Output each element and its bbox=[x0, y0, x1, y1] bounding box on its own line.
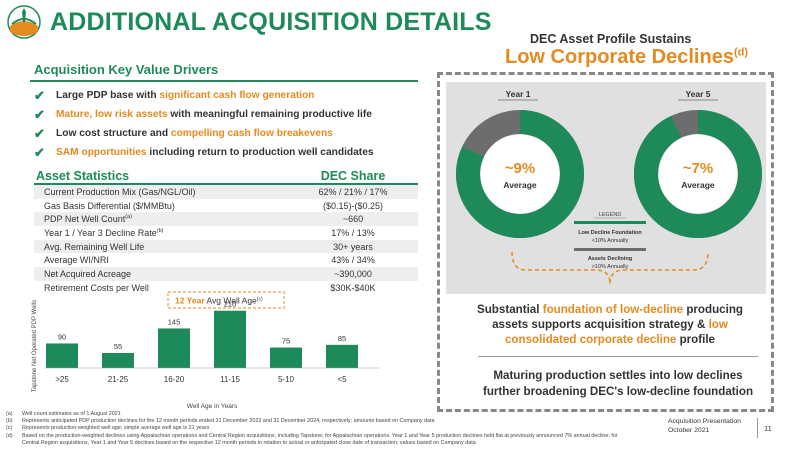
table-row: PDP Net Well Count(a) ~660 bbox=[34, 212, 418, 227]
driver-item: ✔ SAM opportunities including return to … bbox=[34, 143, 434, 162]
maturing-production-note: Maturing production settles into low dec… bbox=[482, 369, 754, 398]
decline-title: Low Corporate Declines(d) bbox=[505, 46, 748, 68]
bar-4 bbox=[270, 347, 302, 368]
table-row: Average WI/NRI 43% / 34% bbox=[44, 255, 375, 266]
year5-value: ~7% bbox=[683, 160, 713, 177]
bar-value-label: 85 bbox=[338, 334, 346, 343]
category-label: 11-15 bbox=[220, 375, 240, 384]
donut-hole bbox=[480, 134, 560, 214]
footer-separator bbox=[757, 418, 758, 438]
bar-value-label: 55 bbox=[114, 342, 122, 351]
footnote: (b) Represents anticipated PDP production… bbox=[6, 418, 435, 425]
donut-hole bbox=[658, 134, 738, 214]
bar-value-label: 90 bbox=[58, 332, 66, 341]
category-label: <5 bbox=[337, 375, 347, 384]
bar-value-label: 210 bbox=[224, 300, 237, 309]
decline-summary: Substantial foundation of low-decline pr… bbox=[476, 303, 744, 346]
table-row: Gas Basis Differential ($/MMBtu) ($0.15)-… bbox=[44, 200, 384, 211]
decline-subtitle: DEC Asset Profile Sustains bbox=[530, 32, 692, 46]
bar-1 bbox=[102, 353, 134, 368]
category-label: 16-20 bbox=[164, 375, 185, 384]
legend-swatch-low-decline bbox=[574, 221, 646, 224]
page-number: 11 bbox=[764, 424, 772, 433]
driver-text: Low cost structure and compelling cash f… bbox=[56, 128, 333, 139]
category-label: >25 bbox=[55, 375, 69, 384]
driver-item: ✔ Low cost structure and compelling cash… bbox=[34, 124, 434, 143]
legend-swatch-declining bbox=[574, 248, 646, 251]
table-row: Retirement Costs per Well $30K-$40K bbox=[44, 282, 376, 293]
checkmark-icon: ✔ bbox=[34, 106, 45, 122]
category-label: 5-10 bbox=[278, 375, 295, 384]
footnote: (d) Based on the production-weighted decl… bbox=[6, 432, 618, 446]
table-row: Net Acquired Acreage ~390,000 bbox=[34, 267, 418, 281]
year5-donut bbox=[634, 110, 762, 238]
year1-donut bbox=[456, 110, 584, 238]
bar-2 bbox=[158, 328, 190, 368]
well-age-bar-chart: Tapstone Net Operated PDP Wells 12 Year … bbox=[32, 291, 380, 410]
low-decline-segment bbox=[456, 110, 584, 238]
category-label: 21-25 bbox=[108, 375, 129, 384]
y-axis-label: Tapstone Net Operated PDP Wells bbox=[32, 300, 38, 392]
year1-label: Year 1 bbox=[505, 89, 530, 99]
checkmark-icon: ✔ bbox=[34, 125, 45, 141]
footnotes: (a) Well count estimates as of 1 August 2… bbox=[6, 411, 636, 447]
driver-text: Large PDP base with significant cash flo… bbox=[56, 90, 315, 101]
orange-bracket bbox=[511, 251, 709, 285]
page-title: ADDITIONAL ACQUISITION DETAILS bbox=[50, 8, 492, 36]
bar-5 bbox=[326, 344, 358, 368]
checkmark-icon: ✔ bbox=[34, 87, 45, 103]
year1-value: ~9% bbox=[505, 160, 535, 177]
table-row: Current Production Mix (Gas/NGL/Oil) 62% … bbox=[34, 185, 418, 199]
x-axis-label: Well Age in Years bbox=[187, 403, 238, 410]
legend-low-label: Low Decline Foundation bbox=[578, 230, 642, 236]
bar-group: 90 >25 55 21-25 145 16-20 210 11-15 75 5-10 85 <5 bbox=[46, 300, 358, 384]
footer-presentation-info: Acquisition Presentation October 2021 bbox=[668, 418, 741, 434]
annotation-box bbox=[167, 291, 285, 309]
driver-item: ✔ Large PDP base with significant cash f… bbox=[34, 86, 434, 105]
table-body: Current Production Mix (Gas/NGL/Oil) 62% … bbox=[34, 185, 418, 295]
checkmark-icon: ✔ bbox=[34, 144, 45, 160]
year5-caption: Average bbox=[681, 180, 715, 190]
decline-panel bbox=[437, 72, 774, 412]
summary-divider bbox=[478, 356, 758, 357]
legend-title: LEGEND bbox=[599, 212, 622, 218]
bar-3 bbox=[214, 310, 246, 368]
table-header: Asset Statistics DEC Share bbox=[34, 165, 418, 185]
share-heading: DEC Share bbox=[320, 169, 386, 183]
stats-heading: Asset Statistics bbox=[36, 169, 130, 183]
footnote: (a) Well count estimates as of 1 August 2… bbox=[6, 411, 121, 417]
key-drivers-list: ✔ Large PDP base with significant cash f… bbox=[34, 86, 434, 162]
company-logo bbox=[7, 5, 41, 39]
table-row: Year 1 / Year 3 Decline Rate(b) 17% / 13% bbox=[44, 227, 375, 238]
bar-0 bbox=[46, 343, 78, 368]
year5-label: Year 5 bbox=[685, 89, 710, 99]
driver-text: Mature, low risk assets with meaningful … bbox=[56, 109, 372, 120]
bar-value-label: 145 bbox=[168, 317, 181, 326]
heading-rule bbox=[30, 80, 418, 82]
driver-text: SAM opportunities including return to pr… bbox=[56, 147, 374, 158]
legend-declining-sub: >10% Annually bbox=[592, 264, 629, 270]
legend-low-sub: <10% Annually bbox=[592, 238, 629, 244]
avg-well-age-annotation: 12 Year Avg Well Age(c) bbox=[175, 296, 263, 306]
asset-statistics-table: Asset Statistics DEC Share Current Produ… bbox=[34, 165, 418, 295]
legend-declining-label: Assets Declining bbox=[588, 256, 632, 262]
decline-donut-charts: Year 1 Year 5 ~9% Average ~7% Average LE… bbox=[456, 89, 762, 285]
footnote: (c) Represents production-weighted well a… bbox=[6, 425, 210, 432]
key-drivers-heading: Acquisition Key Value Drivers bbox=[34, 62, 219, 77]
year1-caption: Average bbox=[503, 180, 537, 190]
table-row: Avg. Remaining Well Life 30+ years bbox=[34, 239, 418, 254]
bar-value-label: 75 bbox=[282, 337, 290, 346]
driver-item: ✔ Mature, low risk assets with meaningfu… bbox=[34, 105, 434, 124]
low-decline-segment bbox=[634, 110, 762, 238]
